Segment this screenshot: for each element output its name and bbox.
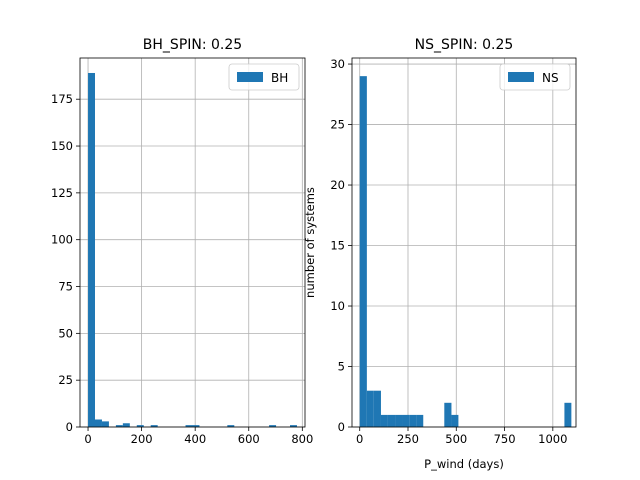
bh-histogram-panel: 0 200 400 600 800 0 25 50 75 100 125 150 175 BH_SPIN:…: [51, 37, 313, 446]
histogram-bar: [359, 76, 367, 428]
histogram-bar: [122, 423, 130, 427]
y-tick-label: 100: [51, 233, 73, 247]
axes-frame: [79, 57, 306, 428]
x-tick-label: 800: [291, 432, 313, 446]
histogram-bar: [564, 402, 572, 427]
y-tick-label: 50: [58, 326, 73, 340]
histogram-bar: [366, 390, 374, 427]
legend: NS: [499, 63, 571, 91]
y-tick-label: 25: [330, 118, 345, 132]
chart-title: BH_SPIN: 0.25: [143, 37, 242, 53]
y-tick-label: 30: [330, 57, 345, 71]
legend-label: BH: [271, 71, 288, 85]
legend: BH: [228, 63, 300, 91]
histogram-bar: [373, 390, 381, 427]
histogram-bar: [402, 414, 410, 427]
histogram-bar: [444, 402, 452, 427]
x-tick-label: 600: [238, 432, 260, 446]
x-tick-label: 250: [397, 432, 419, 446]
histogram-bar: [290, 425, 297, 427]
histogram-bar: [416, 414, 424, 427]
histogram-bar: [185, 425, 193, 427]
histogram-bar: [395, 414, 403, 427]
histogram-bar: [192, 425, 200, 427]
histogram-bar: [115, 425, 123, 427]
histogram-bar: [95, 419, 102, 427]
y-tick-label: 75: [58, 280, 73, 294]
y-tick-label: 20: [330, 178, 345, 192]
x-axis-label: P_wind (days): [424, 457, 504, 471]
y-tick-label: 125: [51, 186, 73, 200]
histogram-bar: [409, 414, 417, 427]
x-tick-label: 500: [445, 432, 467, 446]
y-tick-label: 175: [51, 92, 73, 106]
histogram-bar: [451, 414, 459, 427]
axes-frame: [351, 57, 577, 428]
histogram-bar: [101, 421, 109, 427]
legend-swatch: [237, 72, 263, 82]
histogram-bar: [150, 425, 158, 427]
y-tick-label: 15: [330, 239, 345, 253]
y-tick-label: 0: [338, 420, 345, 434]
y-tick-label: 150: [51, 139, 73, 153]
histogram-bar: [88, 72, 95, 427]
x-tick-label: 0: [356, 432, 363, 446]
histogram-bar: [227, 425, 235, 427]
x-tick-label: 200: [131, 432, 153, 446]
legend-box: [228, 63, 300, 91]
legend-box: [499, 63, 571, 91]
y-tick-label: 5: [338, 360, 345, 374]
legend-label: NS: [542, 71, 559, 85]
y-tick-label: 0: [66, 420, 73, 434]
histogram-bar: [387, 414, 396, 427]
x-tick-label: 750: [494, 432, 516, 446]
legend-swatch: [508, 72, 534, 82]
chart-title: NS_SPIN: 0.25: [415, 37, 514, 53]
x-tick-label: 0: [84, 432, 91, 446]
ns-histogram-panel: 0 250 500 750 1000 0 5 10 15 20 25 30 NS_SPIN: 0.25 P…: [303, 37, 577, 471]
x-tick-label: 1000: [538, 432, 567, 446]
y-tick-label: 10: [330, 299, 345, 313]
histogram-bar: [136, 425, 144, 427]
y-tick-label: 25: [58, 373, 73, 387]
histogram-bar: [269, 425, 277, 427]
y-axis-label: number of systems: [303, 187, 317, 298]
histogram-bar: [380, 414, 388, 427]
x-tick-label: 400: [184, 432, 206, 446]
